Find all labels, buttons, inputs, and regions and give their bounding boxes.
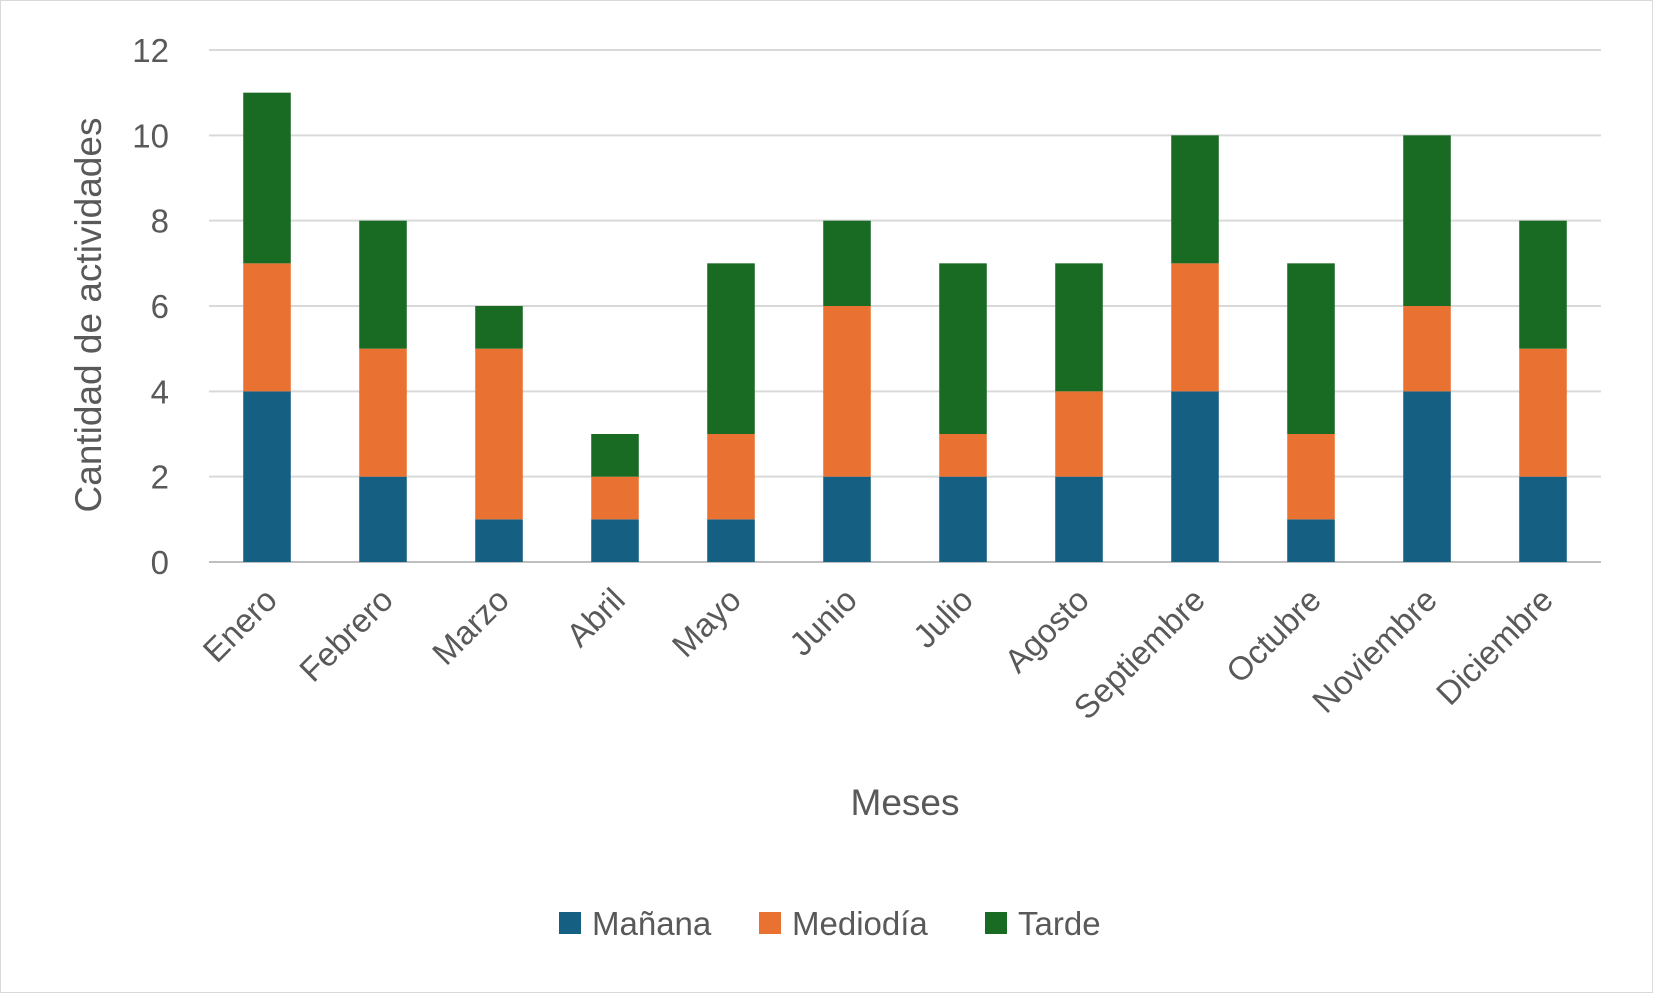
bar-segment <box>939 476 987 562</box>
gridlines <box>209 49 1601 563</box>
bar-segment <box>1171 263 1219 392</box>
y-tick-label: 12 <box>132 32 169 69</box>
y-tick-label: 0 <box>151 544 169 581</box>
bar-segment <box>475 519 523 562</box>
x-tick-label: Noviembre <box>1305 581 1444 720</box>
x-tick-label: Marzo <box>425 581 516 672</box>
bar-segment <box>359 476 407 562</box>
bar-segment <box>939 263 987 434</box>
legend-label: Mediodía <box>792 905 928 942</box>
x-tick-label: Diciembre <box>1429 581 1560 712</box>
x-tick-label: Junio <box>782 581 864 663</box>
x-tick-label: Octubre <box>1219 581 1328 690</box>
bar-segment <box>475 306 523 349</box>
legend-swatch <box>759 912 781 934</box>
bar-segment <box>1287 519 1335 562</box>
bar-segment <box>1519 476 1567 562</box>
bar-segment <box>939 434 987 477</box>
bar-segment <box>1519 348 1567 477</box>
x-tick-label: Julio <box>906 581 980 655</box>
bar-segment <box>359 220 407 349</box>
bar-segment <box>707 263 755 434</box>
bar-segment <box>475 348 523 520</box>
bar-segment <box>1171 135 1219 264</box>
bar-segment <box>1171 391 1219 562</box>
y-tick-label: 4 <box>151 373 169 410</box>
x-tick-label: Enero <box>196 581 284 669</box>
bar-segment <box>1055 263 1103 392</box>
y-tick-label: 10 <box>132 117 169 154</box>
bar-segment <box>591 476 639 520</box>
y-axis-ticks: 0 2 4 6 8 10 12 <box>132 32 169 581</box>
legend-label: Tarde <box>1018 905 1101 942</box>
x-tick-label: Abril <box>559 581 632 654</box>
bar-segment <box>707 519 755 562</box>
bar-segment <box>823 306 871 477</box>
x-tick-label: Febrero <box>292 581 400 689</box>
y-axis-title: Cantidad de actividades <box>68 118 109 513</box>
bar-segment <box>1403 135 1451 306</box>
bar-segment <box>1055 476 1103 562</box>
bar-segment <box>1287 263 1335 434</box>
y-tick-label: 8 <box>151 203 169 240</box>
bar-segment <box>591 434 639 477</box>
bar-segment <box>1403 391 1451 562</box>
bar-segment <box>1287 434 1335 520</box>
bar-segment <box>243 263 291 392</box>
legend: Mañana Mediodía Tarde <box>559 905 1101 942</box>
bar-segment <box>707 434 755 520</box>
y-tick-label: 2 <box>151 459 169 496</box>
bar-segment <box>243 391 291 562</box>
legend-label: Mañana <box>592 905 712 942</box>
x-tick-label: Mayo <box>665 581 748 664</box>
bar-segment <box>1403 306 1451 392</box>
legend-swatch <box>559 912 581 934</box>
x-tick-label: Agosto <box>997 581 1096 680</box>
legend-swatch <box>985 912 1007 934</box>
bar-segment <box>1055 391 1103 477</box>
x-axis-title: Meses <box>851 782 960 823</box>
x-axis-ticks: Enero Febrero Marzo Abril Mayo Junio Julio Agos… <box>196 581 1560 726</box>
bar-segment <box>823 476 871 562</box>
bar-segment <box>591 519 639 562</box>
bars <box>243 92 1567 562</box>
bar-segment <box>243 92 291 264</box>
y-tick-label: 6 <box>151 288 169 325</box>
bar-segment <box>359 348 407 477</box>
bar-segment <box>823 220 871 306</box>
bar-segment <box>1519 220 1567 349</box>
